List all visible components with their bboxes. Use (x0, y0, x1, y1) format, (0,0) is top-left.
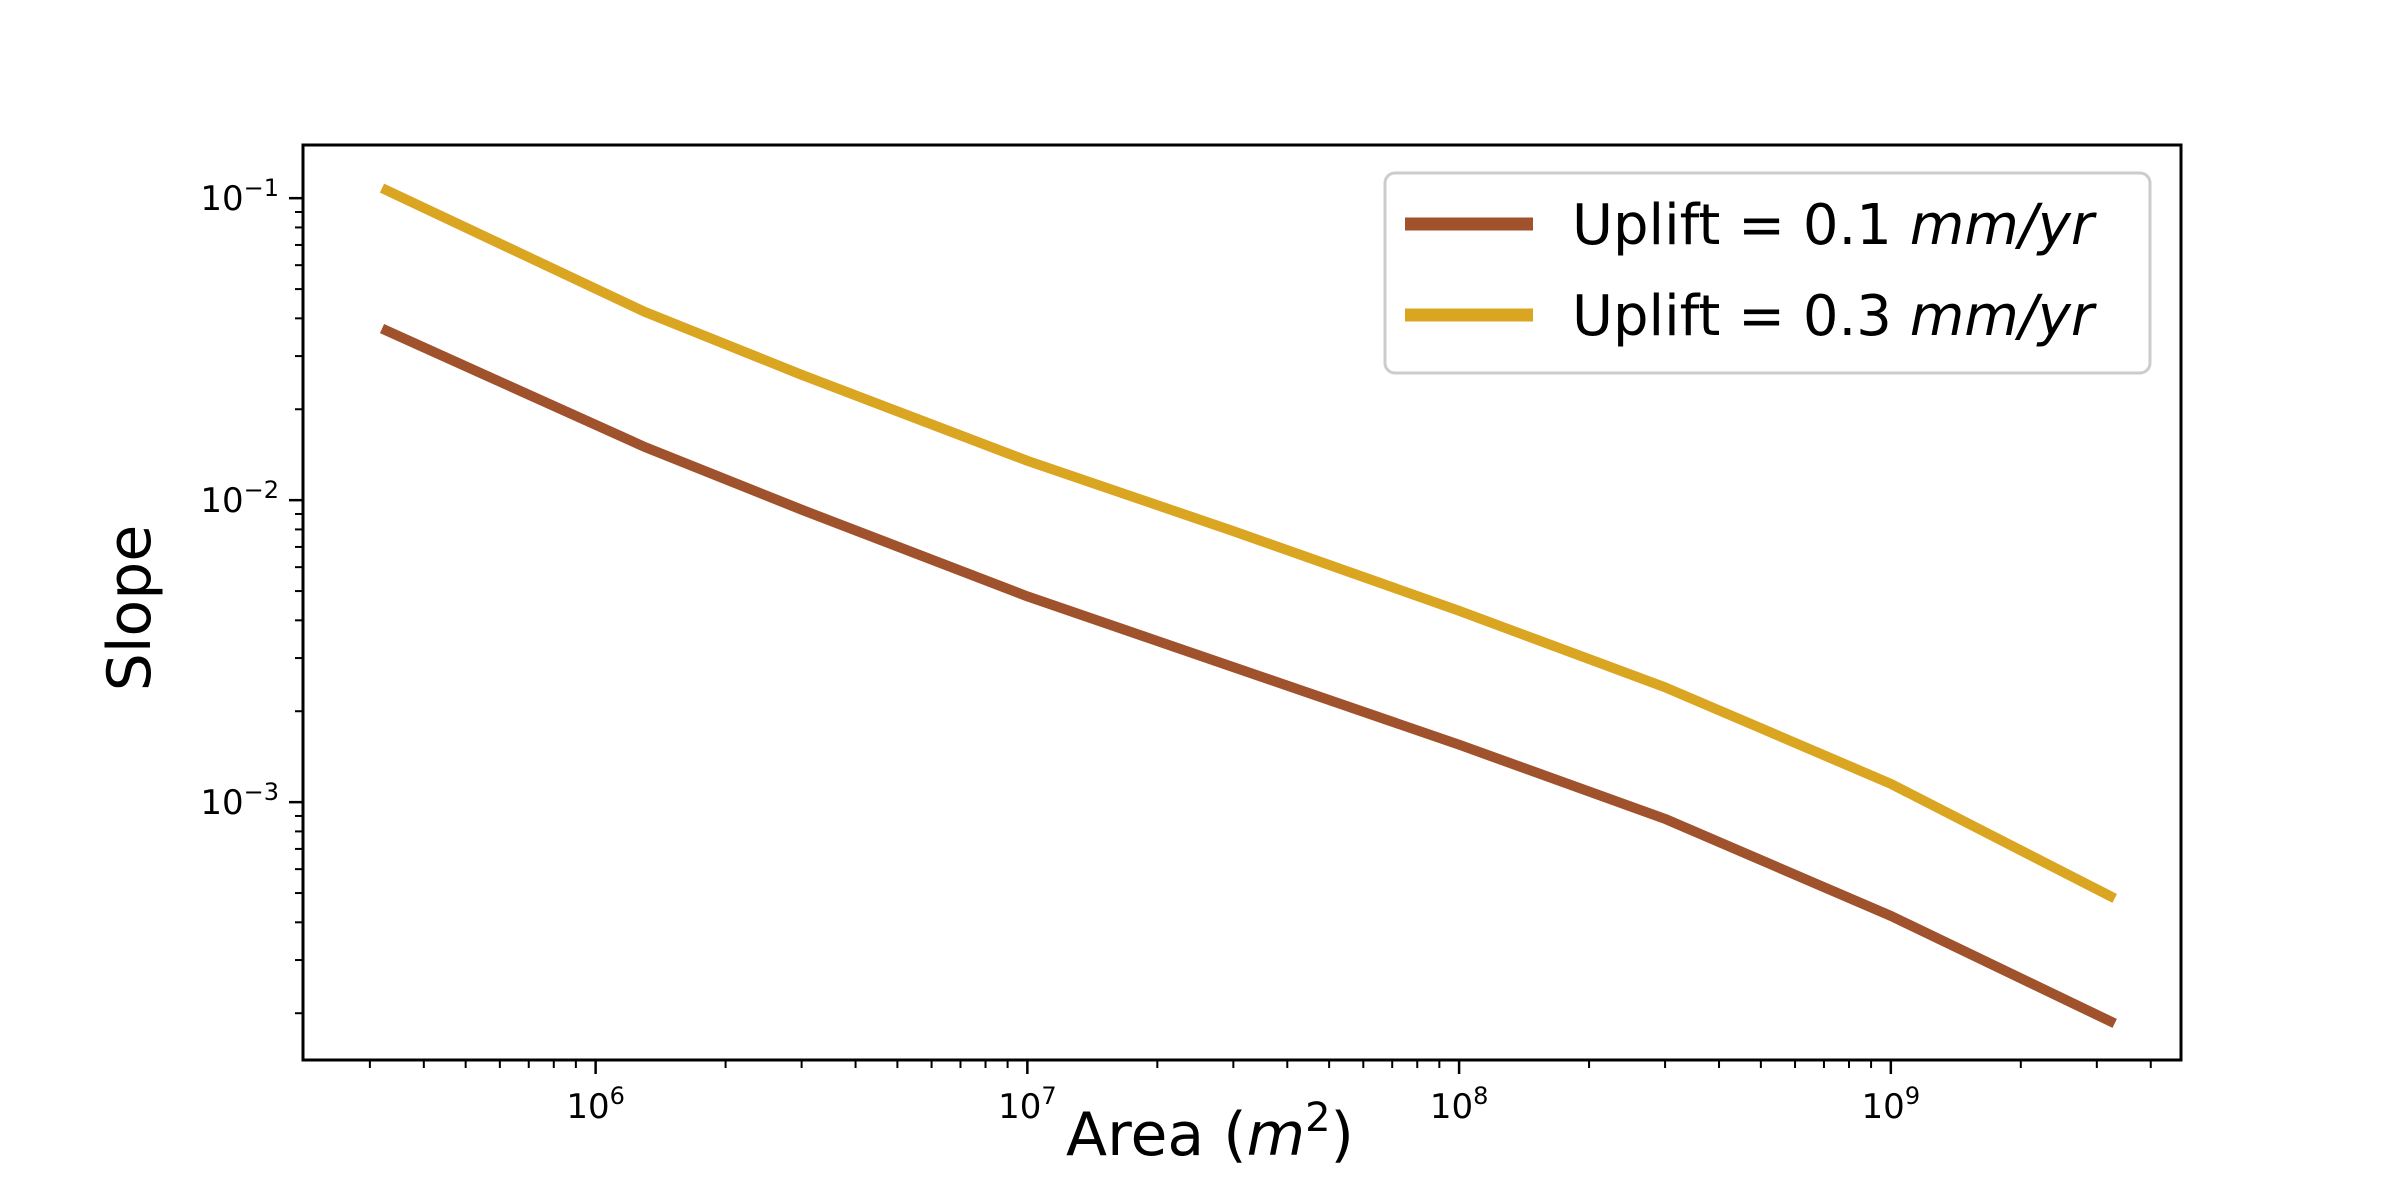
x-tick-label: 107 (998, 1082, 1057, 1127)
y-tick-label: 10−1 (200, 174, 279, 219)
y-tick-label: 10−3 (200, 778, 279, 823)
x-tick-label: 106 (566, 1082, 625, 1127)
series-layer (379, 183, 2117, 1028)
legend-box (1383, 171, 2152, 375)
x-tick-label: 108 (1430, 1082, 1489, 1127)
series-line-1 (379, 324, 2117, 1028)
x-tick-label: 109 (1862, 1082, 1921, 1127)
legend-label-series-1: Uplift = 0.1 mm/yr (1572, 193, 2097, 258)
y-tick-label: 10−2 (200, 476, 279, 521)
x-axis-label: Area (m2) (1066, 1095, 1354, 1170)
legend-label-series-2: Uplift = 0.3 mm/yr (1572, 284, 2097, 349)
y-axis-label: Slope (95, 525, 165, 691)
legend: Uplift = 0.1 mm/yr Uplift = 0.3 mm/yr (1383, 171, 2152, 375)
plot-frame (301, 143, 2183, 1062)
x-axis-ticks: 106 107 108 109 (368, 1060, 2152, 1127)
series-line-2 (379, 183, 2117, 903)
